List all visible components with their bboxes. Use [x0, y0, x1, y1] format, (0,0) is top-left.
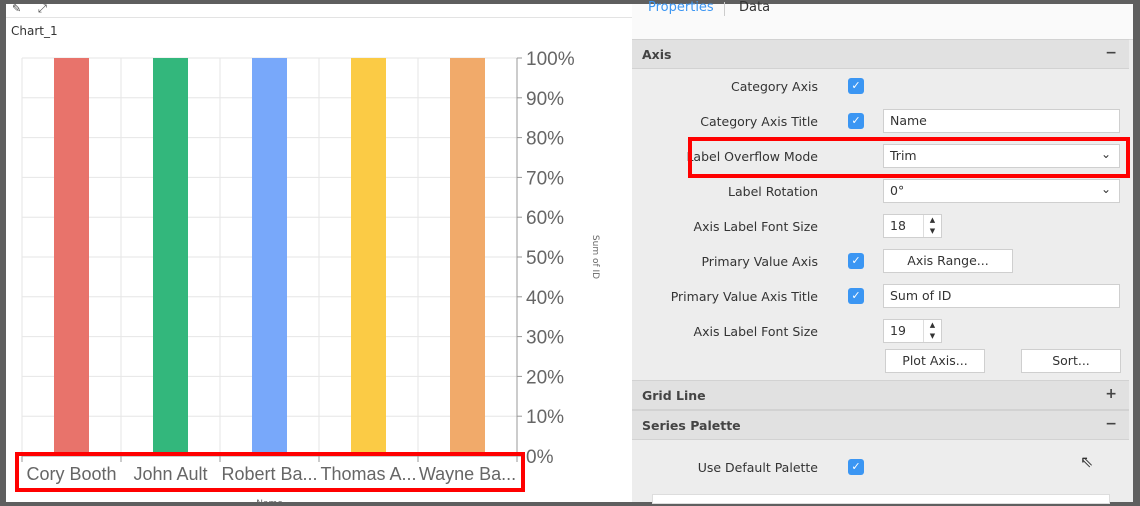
- panel-tabs: Properties Data: [632, 0, 1133, 40]
- chevron-down-icon: ⌄: [1100, 147, 1111, 161]
- y-tick-label: 10%: [526, 407, 564, 428]
- section-series-palette[interactable]: Series Palette −: [632, 410, 1129, 440]
- use-default-palette-checkbox[interactable]: ✓: [848, 459, 864, 475]
- primary-value-axis-title-checkbox[interactable]: ✓: [848, 288, 864, 304]
- section-title: Series Palette: [642, 418, 741, 433]
- section-grid-line[interactable]: Grid Line +: [632, 380, 1129, 410]
- stepper-value: 19: [890, 323, 906, 338]
- use-default-palette-label: Use Default Palette: [697, 460, 818, 475]
- axis-label-font-size-label: Axis Label Font Size: [693, 219, 818, 234]
- bar-2: [252, 58, 287, 456]
- selected-value: 0°: [890, 183, 905, 198]
- bar-4: [450, 58, 485, 456]
- selected-value: Trim: [890, 148, 917, 163]
- chart-title: Chart_1: [11, 24, 58, 38]
- expand-icon[interactable]: ⤢: [38, 2, 47, 15]
- label-overflow-mode-select[interactable]: Trim ⌄: [883, 144, 1120, 168]
- bar-chart: 0% 10% 20% 30% 40% 50% 60% 70% 80% 90% 100% Cory Bo…: [21, 49, 600, 502]
- x-tick-label: Wayne Ba...: [419, 464, 516, 484]
- value-axis-label-font-size-stepper[interactable]: 19 ▲ ▼: [883, 319, 942, 343]
- x-tick-label: Robert Ba...: [221, 464, 317, 484]
- x-tick-label: Thomas A...: [320, 464, 416, 484]
- category-axis-title-checkbox[interactable]: ✓: [848, 113, 864, 129]
- x-tick-label: John Ault: [133, 464, 207, 484]
- primary-value-axis-checkbox[interactable]: ✓: [848, 253, 864, 269]
- primary-value-axis-title-input[interactable]: Sum of ID: [883, 284, 1120, 308]
- y-tick-label: 100%: [526, 49, 575, 70]
- x-axis-title: Name: [256, 499, 283, 502]
- y-axis-title: Sum of ID: [590, 235, 600, 279]
- label-overflow-mode-highlight: [688, 137, 1130, 178]
- label-overflow-mode-label: Label Overflow Mode: [686, 149, 818, 164]
- axis-range-button[interactable]: Axis Range...: [883, 249, 1013, 273]
- spin-arrows-icon[interactable]: ▲ ▼: [923, 215, 941, 237]
- y-tick-label: 70%: [526, 168, 564, 189]
- sort-button[interactable]: Sort...: [1021, 349, 1121, 373]
- label-rotation-select[interactable]: 0° ⌄: [883, 179, 1120, 203]
- y-tick-label: 0%: [526, 447, 554, 468]
- plot-axis-button[interactable]: Plot Axis...: [885, 349, 985, 373]
- category-axis-title-label: Category Axis Title: [700, 114, 818, 129]
- tab-divider: [724, 2, 725, 16]
- chevron-down-icon: ⌄: [1100, 182, 1111, 196]
- y-tick-label: 80%: [526, 129, 564, 150]
- axis-label-font-size-stepper[interactable]: 18 ▲ ▼: [883, 214, 942, 238]
- mouse-cursor-icon: ⇖: [1080, 452, 1094, 471]
- y-tick-label: 50%: [526, 248, 564, 269]
- section-title: Axis: [642, 47, 672, 62]
- bar-0: [54, 58, 89, 456]
- chart-canvas: ✎ ⤢ Chart_1 0% 10% 20% 30% 40% 50% 60% 70% 80% 90…: [6, 2, 632, 502]
- primary-value-axis-title-label: Primary Value Axis Title: [670, 289, 818, 304]
- x-tick-label: Cory Booth: [26, 464, 116, 484]
- palette-list[interactable]: [652, 494, 1110, 504]
- stepper-value: 18: [890, 218, 906, 233]
- category-axis-checkbox[interactable]: ✓: [848, 78, 864, 94]
- y-tick-label: 40%: [526, 288, 564, 309]
- bar-1: [153, 58, 188, 456]
- section-axis[interactable]: Axis −: [632, 39, 1129, 69]
- tab-data[interactable]: Data: [739, 0, 771, 15]
- collapse-icon[interactable]: −: [1105, 416, 1117, 432]
- y-tick-label: 60%: [526, 208, 564, 229]
- primary-value-axis-label: Primary Value Axis: [701, 254, 818, 269]
- bar-3: [351, 58, 386, 456]
- edit-icon[interactable]: ✎: [12, 2, 22, 15]
- category-axis-title-input[interactable]: Name: [883, 109, 1120, 133]
- y-tick-label: 90%: [526, 89, 564, 110]
- chart-toolbar: ✎ ⤢: [6, 2, 632, 18]
- expand-icon[interactable]: +: [1105, 386, 1117, 402]
- section-title: Grid Line: [642, 388, 706, 403]
- value-axis-label-font-size-label: Axis Label Font Size: [693, 324, 818, 339]
- y-tick-label: 30%: [526, 328, 564, 349]
- category-labels-highlight: [15, 452, 525, 492]
- category-axis-label: Category Axis: [730, 79, 818, 94]
- label-rotation-label: Label Rotation: [728, 184, 818, 199]
- y-tick-label: 20%: [526, 367, 564, 388]
- collapse-icon[interactable]: −: [1105, 45, 1117, 61]
- tab-properties[interactable]: Properties: [648, 0, 714, 15]
- spin-arrows-icon[interactable]: ▲ ▼: [923, 320, 941, 342]
- properties-panel: Properties Data Axis − Category Axis ✓ Ca…: [632, 0, 1133, 504]
